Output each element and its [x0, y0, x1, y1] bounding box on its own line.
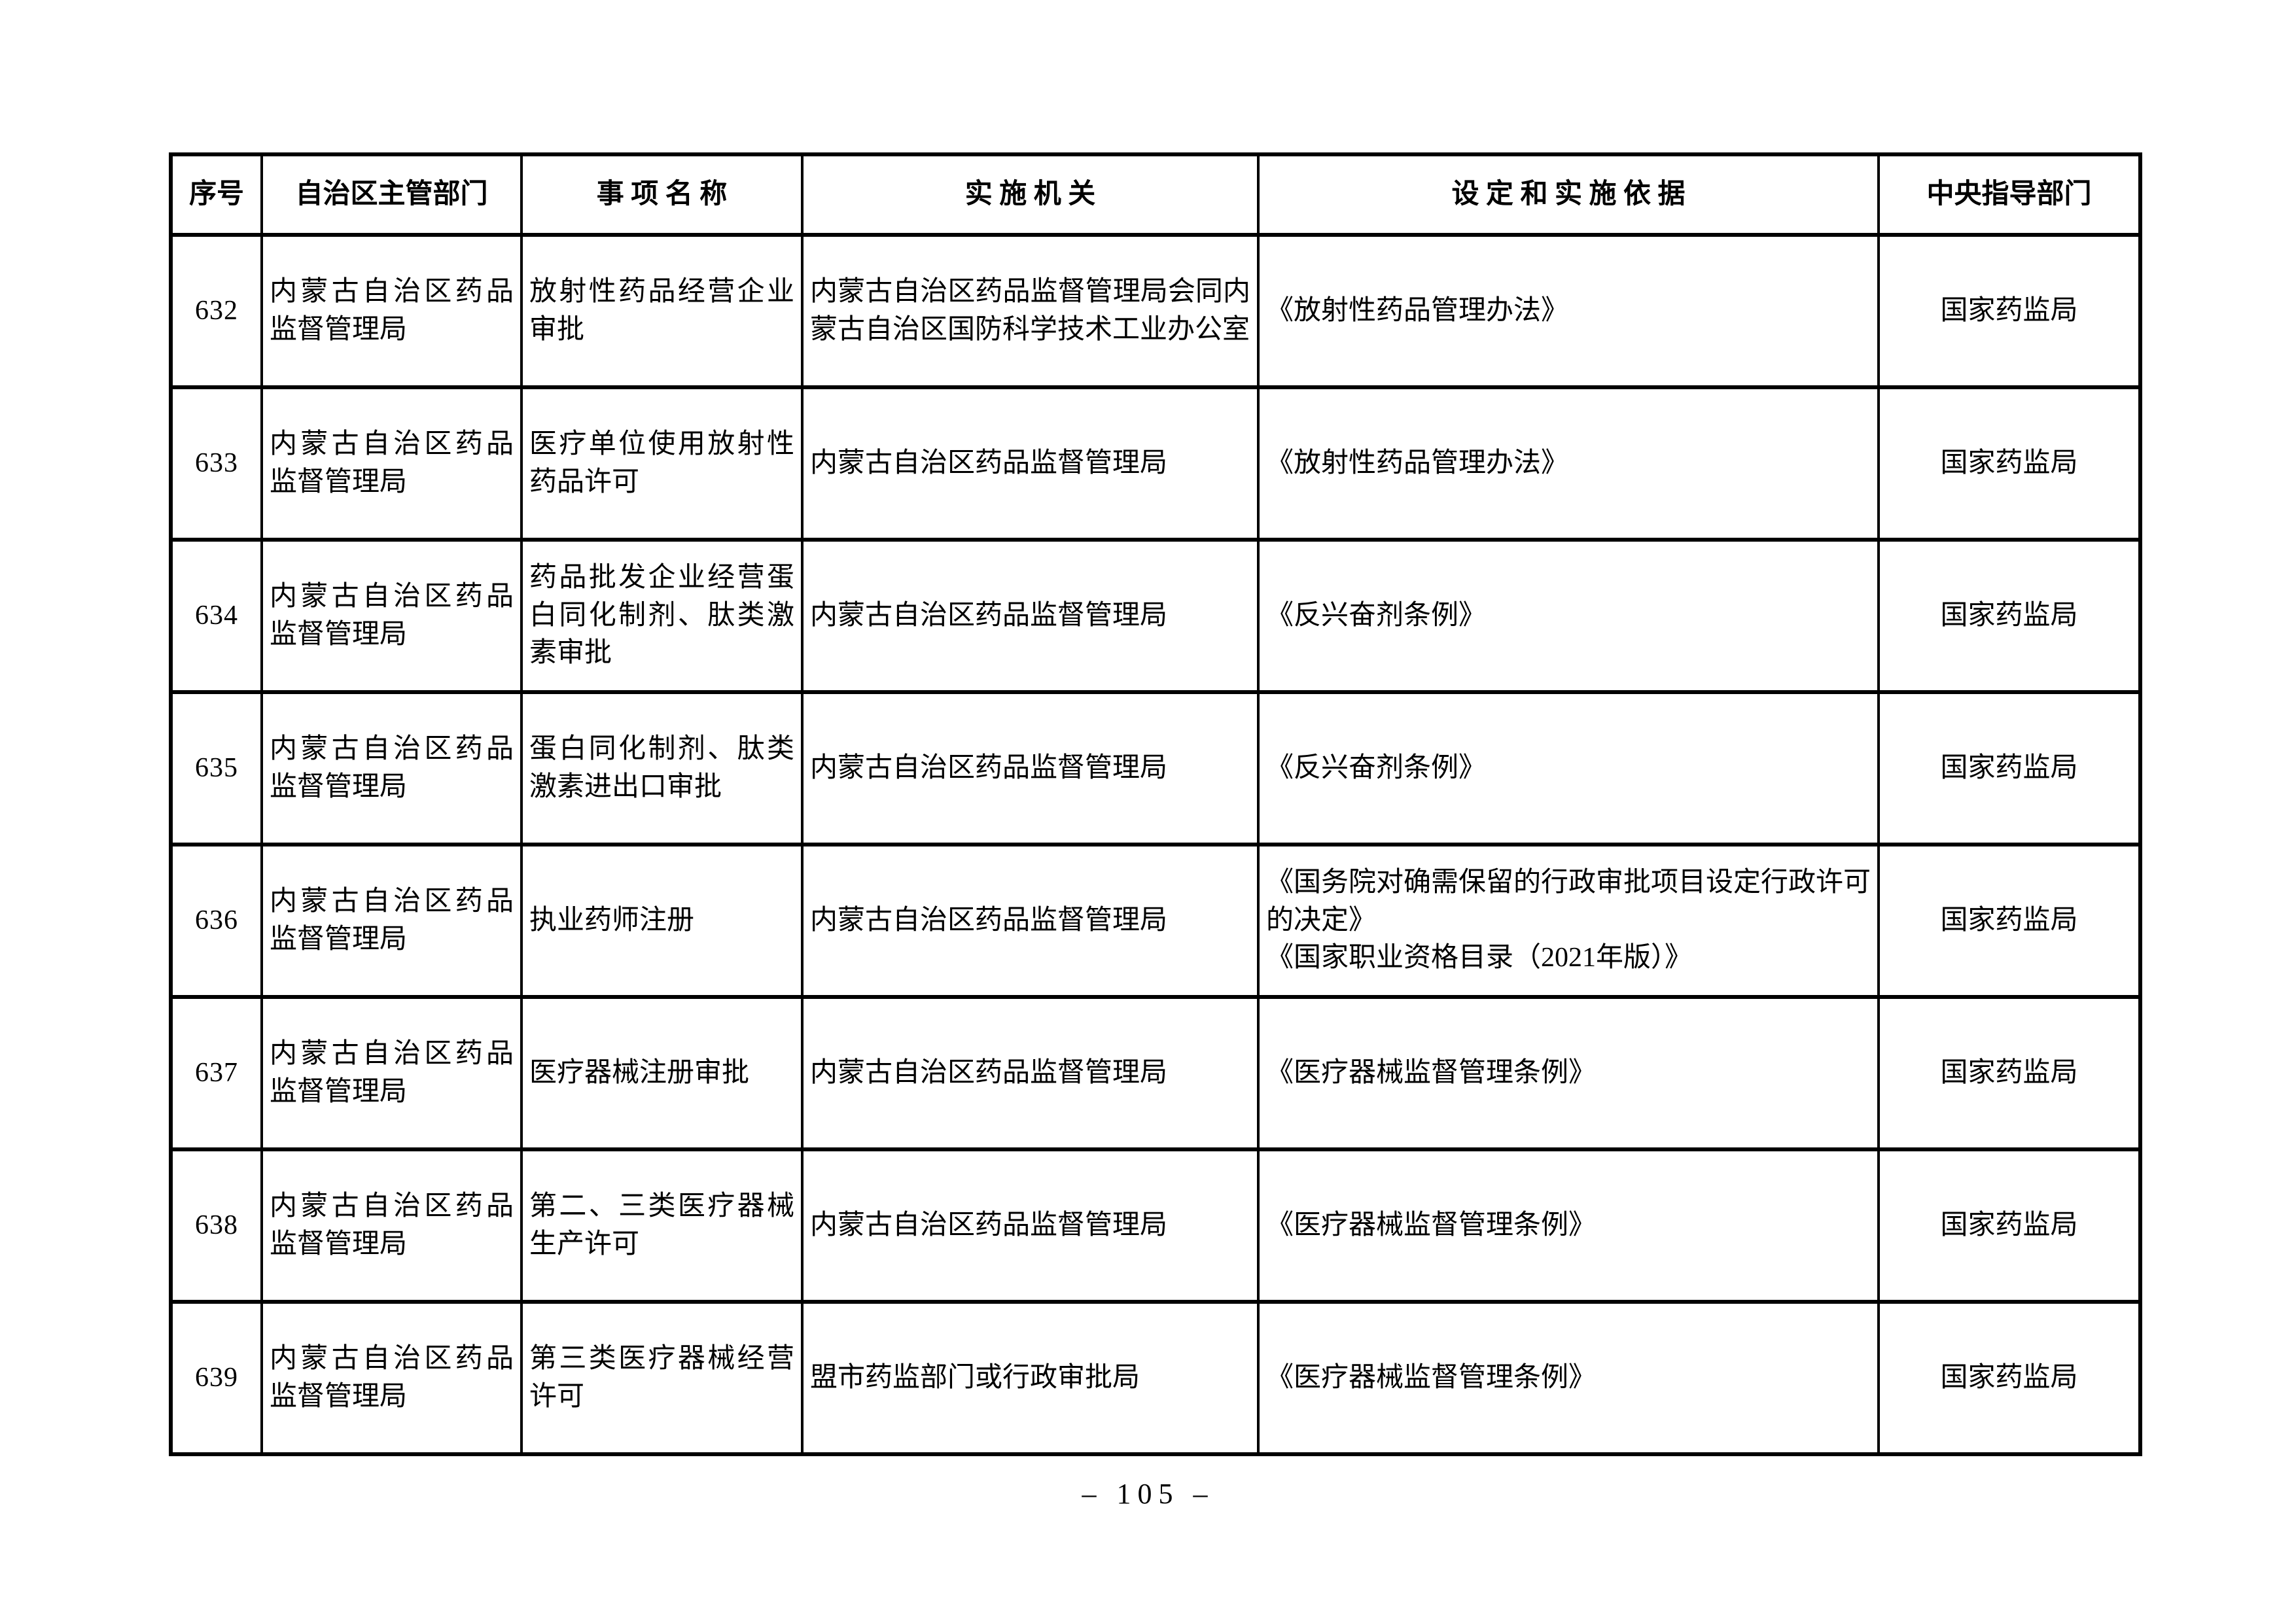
cell-central: 国家药监局 [1877, 843, 2142, 999]
cell-central: 国家药监局 [1877, 538, 2142, 694]
cell-department: 内蒙古自治区药品监督管理局 [260, 385, 523, 542]
cell-department: 内蒙古自治区药品监督管理局 [260, 995, 523, 1151]
cell-item-name: 医疗单位使用放射性药品许可 [520, 385, 804, 542]
cell-basis: 《医疗器械监督管理条例》 [1257, 1300, 1880, 1456]
cell-basis: 《反兴奋剂条例》 [1257, 538, 1880, 694]
cell-basis: 《医疗器械监督管理条例》 [1257, 1147, 1880, 1304]
cell-serial: 632 [169, 233, 263, 389]
cell-serial: 634 [169, 538, 263, 694]
cell-central: 国家药监局 [1877, 1147, 2142, 1304]
cell-serial: 638 [169, 1147, 263, 1304]
cell-department: 内蒙古自治区药品监督管理局 [260, 538, 523, 694]
cell-agency: 内蒙古自治区药品监督管理局 [801, 690, 1260, 846]
table-row: 637 内蒙古自治区药品监督管理局 医疗器械注册审批 内蒙古自治区药品监督管理局… [169, 995, 2142, 1151]
cell-basis: 《国务院对确需保留的行政审批项目设定行政许可的决定》 《国家职业资格目录（202… [1257, 843, 1880, 999]
cell-department: 内蒙古自治区药品监督管理局 [260, 1300, 523, 1456]
cell-item-name: 药品批发企业经营蛋白同化制剂、肽类激素审批 [520, 538, 804, 694]
cell-department: 内蒙古自治区药品监督管理局 [260, 1147, 523, 1304]
cell-central: 国家药监局 [1877, 995, 2142, 1151]
cell-item-name: 蛋白同化制剂、肽类激素进出口审批 [520, 690, 804, 846]
table-row: 638 内蒙古自治区药品监督管理局 第二、三类医疗器械生产许可 内蒙古自治区药品… [169, 1147, 2142, 1304]
header-basis: 设 定 和 实 施 依 据 [1257, 152, 1880, 237]
cell-serial: 637 [169, 995, 263, 1151]
cell-item-name: 第二、三类医疗器械生产许可 [520, 1147, 804, 1304]
header-department: 自治区主管部门 [260, 152, 523, 237]
table-row: 634 内蒙古自治区药品监督管理局 药品批发企业经营蛋白同化制剂、肽类激素审批 … [169, 538, 2142, 694]
header-row: 序号 自治区主管部门 事 项 名 称 实 施 机 关 设 定 和 实 施 依 据… [169, 152, 2142, 237]
cell-basis: 《反兴奋剂条例》 [1257, 690, 1880, 846]
cell-department: 内蒙古自治区药品监督管理局 [260, 843, 523, 999]
cell-item-name: 执业药师注册 [520, 843, 804, 999]
cell-serial: 636 [169, 843, 263, 999]
header-agency: 实 施 机 关 [801, 152, 1260, 237]
cell-central: 国家药监局 [1877, 690, 2142, 846]
cell-department: 内蒙古自治区药品监督管理局 [260, 690, 523, 846]
table-row: 635 内蒙古自治区药品监督管理局 蛋白同化制剂、肽类激素进出口审批 内蒙古自治… [169, 690, 2142, 846]
cell-agency: 内蒙古自治区药品监督管理局 [801, 843, 1260, 999]
table-row: 636 内蒙古自治区药品监督管理局 执业药师注册 内蒙古自治区药品监督管理局 《… [169, 843, 2142, 999]
cell-central: 国家药监局 [1877, 233, 2142, 389]
cell-agency: 内蒙古自治区药品监督管理局 [801, 385, 1260, 542]
table-row: 632 内蒙古自治区药品监督管理局 放射性药品经营企业审批 内蒙古自治区药品监督… [169, 233, 2142, 389]
page-number: – 105 – [1082, 1478, 1214, 1510]
cell-serial: 633 [169, 385, 263, 542]
cell-central: 国家药监局 [1877, 385, 2142, 542]
cell-department: 内蒙古自治区药品监督管理局 [260, 233, 523, 389]
cell-serial: 639 [169, 1300, 263, 1456]
cell-central: 国家药监局 [1877, 1300, 2142, 1456]
cell-basis: 《医疗器械监督管理条例》 [1257, 995, 1880, 1151]
cell-basis: 《放射性药品管理办法》 [1257, 233, 1880, 389]
table-row: 633 内蒙古自治区药品监督管理局 医疗单位使用放射性药品许可 内蒙古自治区药品… [169, 385, 2142, 542]
cell-agency: 内蒙古自治区药品监督管理局 [801, 538, 1260, 694]
table-header: 序号 自治区主管部门 事 项 名 称 实 施 机 关 设 定 和 实 施 依 据… [169, 152, 2142, 237]
table-row: 639 内蒙古自治区药品监督管理局 第三类医疗器械经营许可 盟市药监部门或行政审… [169, 1300, 2142, 1456]
cell-serial: 635 [169, 690, 263, 846]
cell-agency: 盟市药监部门或行政审批局 [801, 1300, 1260, 1456]
header-serial: 序号 [169, 152, 263, 237]
cell-item-name: 第三类医疗器械经营许可 [520, 1300, 804, 1456]
cell-agency: 内蒙古自治区药品监督管理局会同内蒙古自治区国防科学技术工业办公室 [801, 233, 1260, 389]
cell-item-name: 医疗器械注册审批 [520, 995, 804, 1151]
approval-items-table: 序号 自治区主管部门 事 项 名 称 实 施 机 关 设 定 和 实 施 依 据… [169, 152, 2142, 1456]
table-body: 632 内蒙古自治区药品监督管理局 放射性药品经营企业审批 内蒙古自治区药品监督… [169, 233, 2142, 1456]
header-central: 中央指导部门 [1877, 152, 2142, 237]
header-item-name: 事 项 名 称 [520, 152, 804, 237]
cell-agency: 内蒙古自治区药品监督管理局 [801, 1147, 1260, 1304]
cell-agency: 内蒙古自治区药品监督管理局 [801, 995, 1260, 1151]
cell-item-name: 放射性药品经营企业审批 [520, 233, 804, 389]
cell-basis: 《放射性药品管理办法》 [1257, 385, 1880, 542]
